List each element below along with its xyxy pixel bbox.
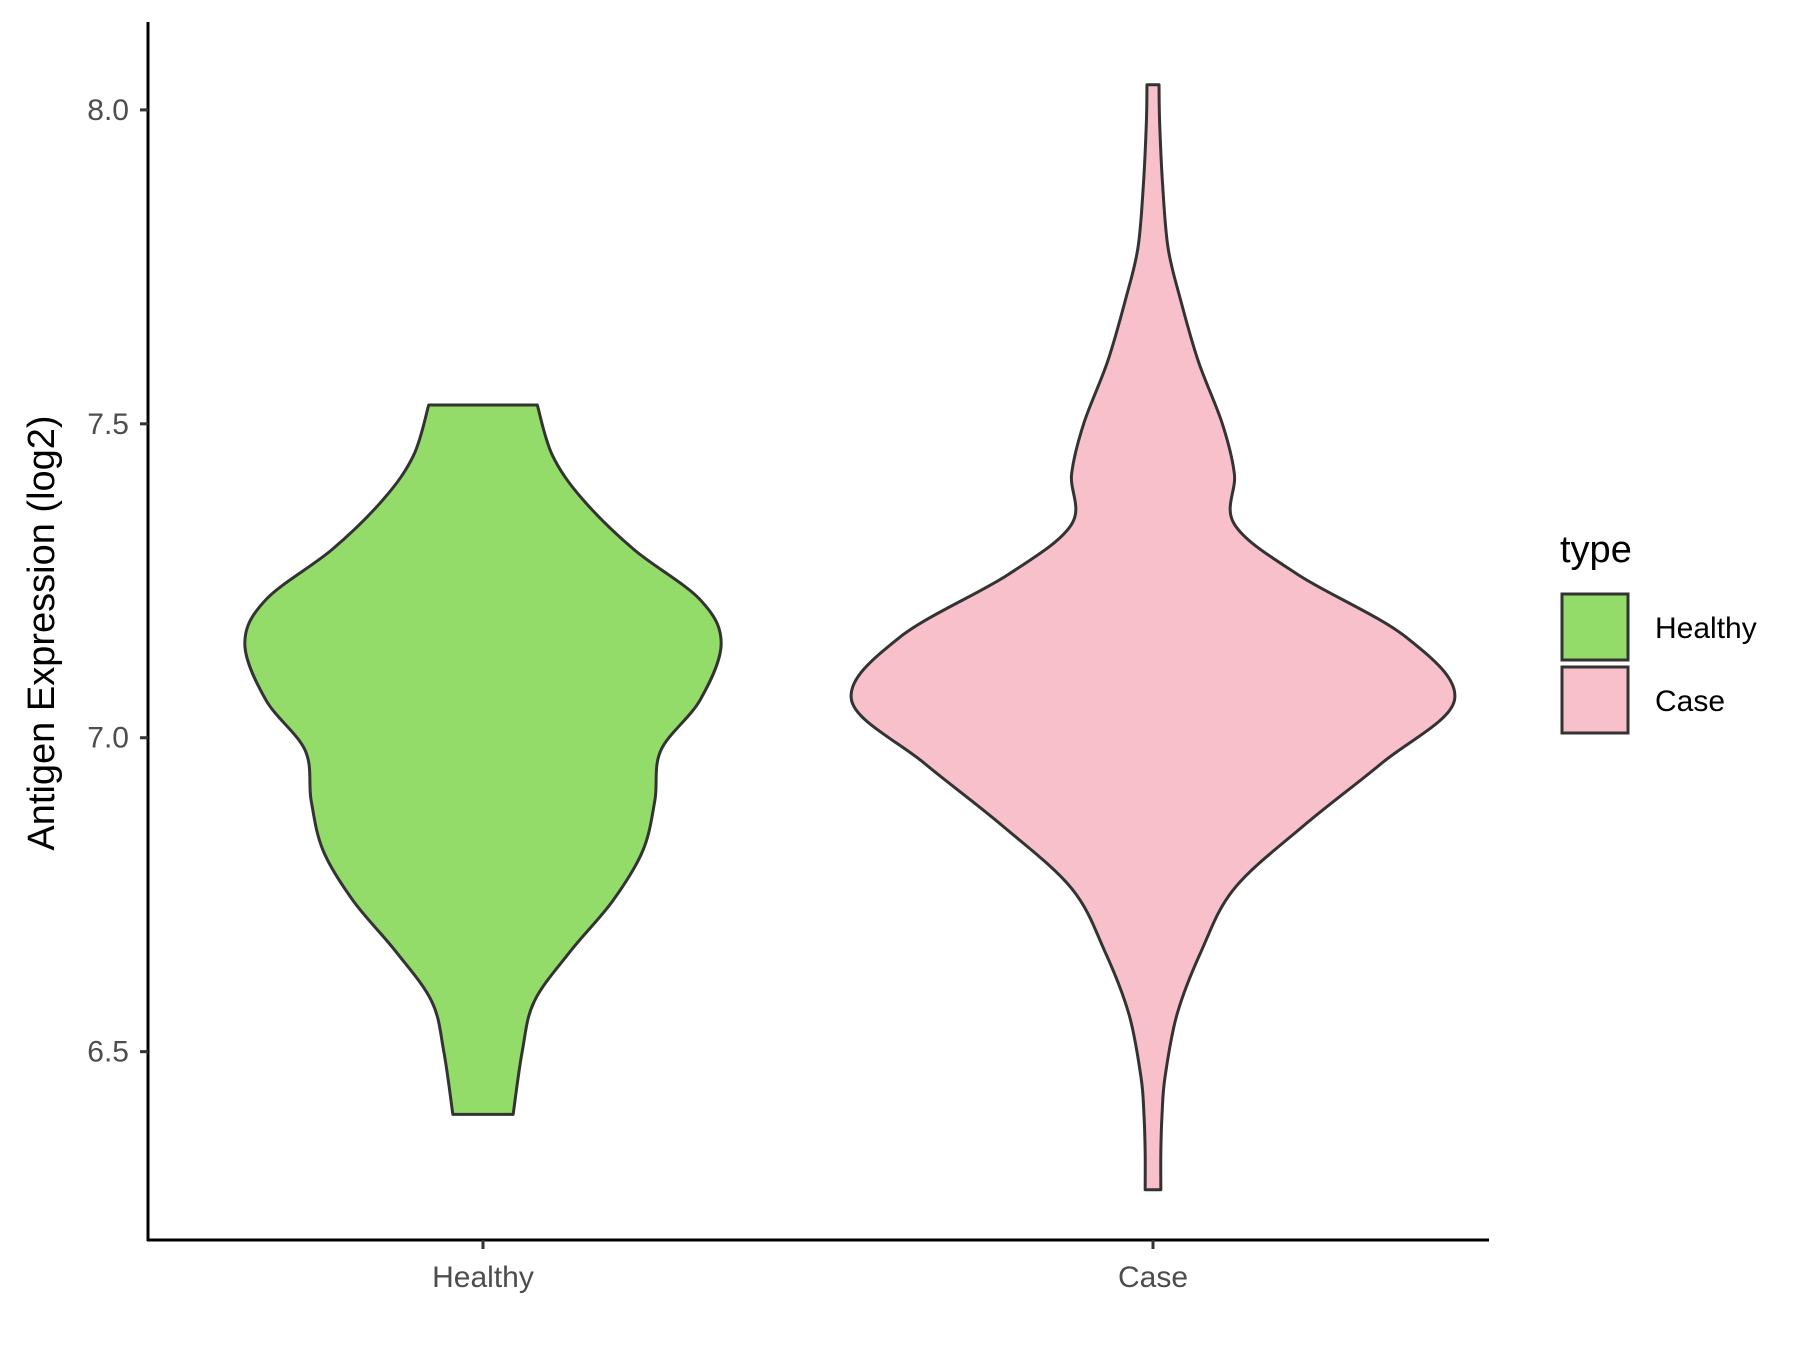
legend: type Healthy Case: [1560, 529, 1757, 735]
x-tick-label: Healthy: [432, 1261, 534, 1294]
legend-label-case: Case: [1655, 685, 1725, 718]
y-axis-ticks: 6.5 7.0 7.5 8.0: [87, 94, 148, 1069]
violin-case: [849, 83, 1457, 1192]
y-tick-label: 7.5: [87, 408, 129, 441]
legend-title: type: [1560, 529, 1632, 571]
legend-key-case: [1560, 665, 1630, 735]
violins: [243, 83, 1457, 1192]
y-tick-label: 7.0: [87, 722, 129, 755]
legend-label-healthy: Healthy: [1655, 612, 1757, 645]
y-axis-title: Antigen Expression (log2): [21, 415, 63, 850]
x-axis-ticks: Healthy Case: [432, 1240, 1188, 1294]
y-tick-label: 8.0: [87, 94, 129, 127]
x-tick-label: Case: [1118, 1261, 1188, 1294]
legend-key-healthy: [1560, 592, 1630, 662]
violin-healthy: [243, 403, 723, 1116]
y-tick-label: 6.5: [87, 1036, 129, 1069]
